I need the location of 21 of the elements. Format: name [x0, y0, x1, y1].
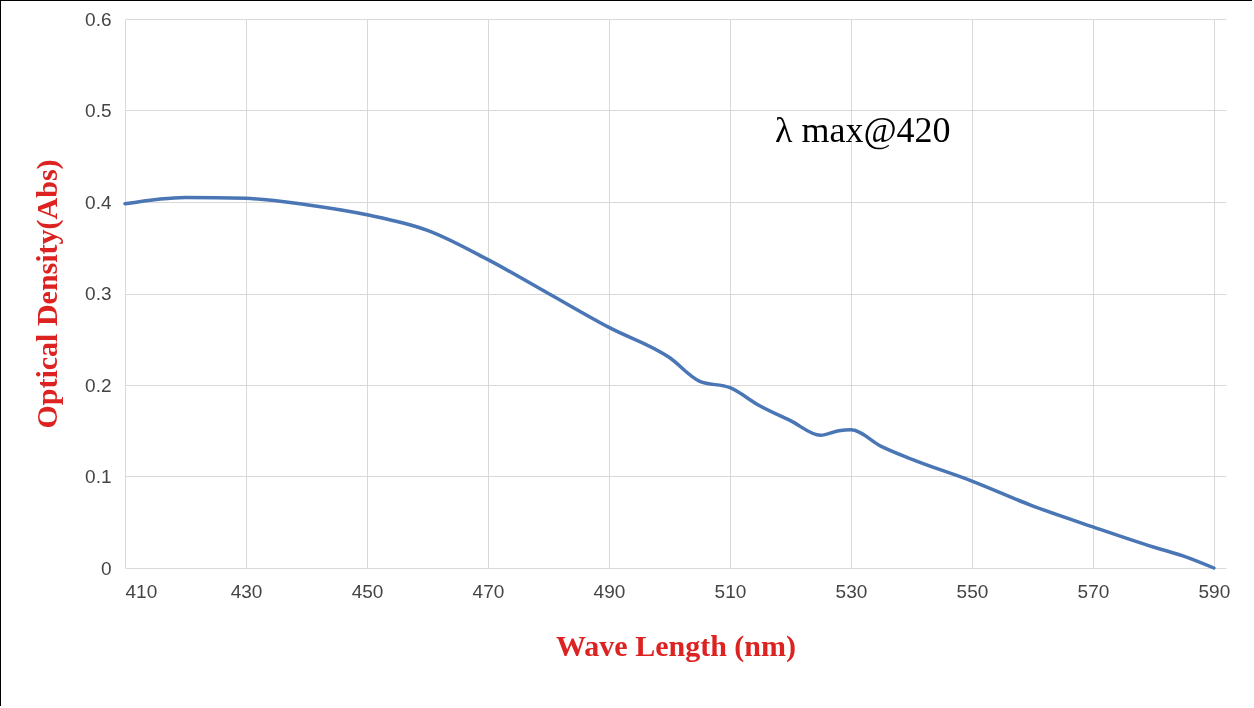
- x-tick-label: 550: [956, 580, 989, 602]
- x-tick-label: 510: [714, 580, 747, 602]
- x-tick-label: 470: [472, 580, 505, 602]
- x-tick-label: 570: [1077, 580, 1110, 602]
- x-tick-label: 490: [593, 580, 626, 602]
- annotation: λ max@420: [775, 110, 951, 150]
- x-tick-label: 450: [351, 580, 384, 602]
- y-tick-label: 0: [100, 557, 112, 579]
- x-axis-title: Wave Length (nm): [556, 628, 796, 663]
- y-axis-title: Optical Density(Abs): [30, 159, 65, 429]
- y-tick-label: 0.6: [85, 8, 112, 30]
- x-tick-label: 410: [125, 580, 158, 602]
- x-tick-label: 430: [230, 580, 263, 602]
- y-tick-label: 0.5: [85, 100, 112, 121]
- line-series: [123, 195, 1216, 570]
- y-tick-label: 0.1: [85, 466, 112, 487]
- x-tick-label: 590: [1198, 580, 1231, 602]
- y-tick-label: 0.3: [85, 283, 112, 304]
- x-tick-label: 530: [835, 580, 868, 602]
- y-tick-label: 0.4: [85, 191, 112, 213]
- y-tick-label: 0.2: [85, 374, 112, 396]
